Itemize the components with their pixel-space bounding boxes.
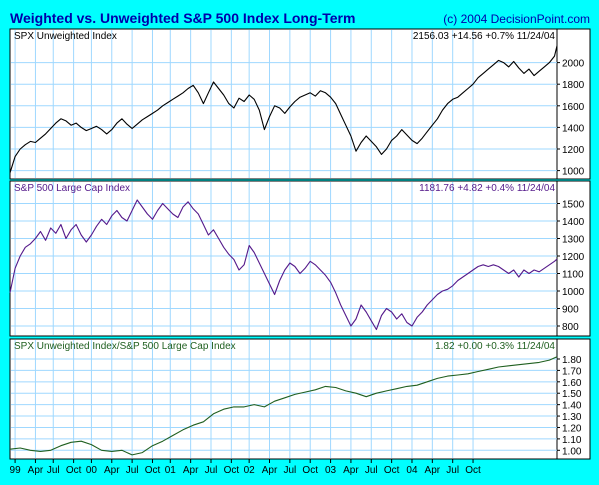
x-tick-label: Jul: [446, 465, 459, 476]
x-tick-label: Oct: [465, 465, 481, 476]
y-tick-label: 1.60: [562, 378, 582, 389]
panel-title: SPX Unweighted Index/S&P 500 Large Cap I…: [14, 341, 236, 352]
y-tick-label: 1.10: [562, 435, 582, 446]
panel-title: S&P 500 Large Cap Index: [14, 183, 130, 194]
y-tick-label: 800: [562, 322, 579, 333]
x-tick-label: Apr: [28, 465, 44, 476]
y-tick-label: 1.00: [562, 446, 582, 457]
y-tick-label: 1.30: [562, 412, 582, 423]
x-tick-label: Apr: [343, 465, 359, 476]
x-tick-label: Oct: [224, 465, 240, 476]
y-tick-label: 1.70: [562, 366, 582, 377]
panel-title: SPX Unweighted Index: [14, 31, 117, 42]
panel-frame: [9, 28, 591, 180]
panel-sp500-large-cap: 800 900 1000 1100 1200 1300 1400 1500 S&P 500 La…: [9, 180, 591, 337]
x-tick-label: 03: [325, 465, 337, 476]
x-tick-label: 00: [86, 465, 98, 476]
y-tick-label: 1500: [562, 200, 585, 211]
series-line: [9, 45, 558, 173]
chart-title: Weighted vs. Unweighted S&P 500 Index Lo…: [10, 10, 355, 26]
x-tick-label: 01: [165, 465, 177, 476]
y-tick-label: 900: [562, 305, 579, 316]
y-tick-label: 2000: [562, 59, 585, 70]
panel-readout: 1181.76 +4.82 +0.4% 11/24/04: [419, 183, 555, 194]
x-tick-label: 04: [406, 465, 418, 476]
x-tick-label: Oct: [66, 465, 82, 476]
x-axis: 99 Apr Jul Oct 00 Apr Jul Oct 01 Apr Jul Oct 02 Apr Ju…: [10, 459, 481, 476]
y-tick-label: 1200: [562, 252, 585, 263]
x-tick-label: Apr: [262, 465, 278, 476]
x-tick-label: Jul: [283, 465, 296, 476]
y-tick-label: 1.50: [562, 389, 582, 400]
y-tick-label: 1400: [562, 123, 585, 134]
x-tick-label: Apr: [104, 465, 120, 476]
copyright: (c) 2004 DecisionPoint.com: [443, 12, 590, 26]
x-tick-label: Jul: [205, 465, 218, 476]
y-tick-label: 1200: [562, 145, 585, 156]
x-tick-label: Oct: [145, 465, 161, 476]
panel-frame: [9, 180, 591, 337]
x-tick-label: Apr: [183, 465, 199, 476]
panels: 1000 1200 1400 1600 1800 2000 SPX Unweighted I…: [9, 28, 591, 460]
y-tick-label: 1100: [562, 270, 584, 281]
y-tick-label: 1000: [562, 287, 585, 298]
x-tick-label: Jul: [47, 465, 60, 476]
x-tick-label: Jul: [126, 465, 139, 476]
y-tick-label: 1300: [562, 235, 585, 246]
y-tick-label: 1.40: [562, 401, 582, 412]
y-tick-label: 1.80: [562, 355, 582, 366]
series-line: [9, 356, 558, 456]
panel-spx-unweighted: 1000 1200 1400 1600 1800 2000 SPX Unweighted I…: [9, 28, 591, 180]
y-tick-label: 1600: [562, 102, 585, 113]
y-tick-label: 1.20: [562, 423, 582, 434]
x-tick-label: 99: [10, 465, 22, 476]
series-line: [9, 199, 558, 331]
x-tick-label: Oct: [302, 465, 318, 476]
panel-readout: 2156.03 +14.56 +0.7% 11/24/04: [413, 31, 556, 42]
panel-frame: [9, 338, 591, 460]
panel-ratio: 1.001.101.201.301.401.501.601.701.80 SPX …: [9, 338, 591, 460]
x-tick-label: Oct: [384, 465, 400, 476]
x-tick-label: Apr: [425, 465, 441, 476]
y-tick-label: 1400: [562, 217, 585, 228]
y-tick-label: 1800: [562, 80, 585, 91]
x-tick-label: Jul: [365, 465, 378, 476]
panel-readout: 1.82 +0.00 +0.3% 11/24/04: [435, 341, 555, 352]
x-tick-label: 02: [244, 465, 256, 476]
y-tick-label: 1000: [562, 167, 585, 178]
